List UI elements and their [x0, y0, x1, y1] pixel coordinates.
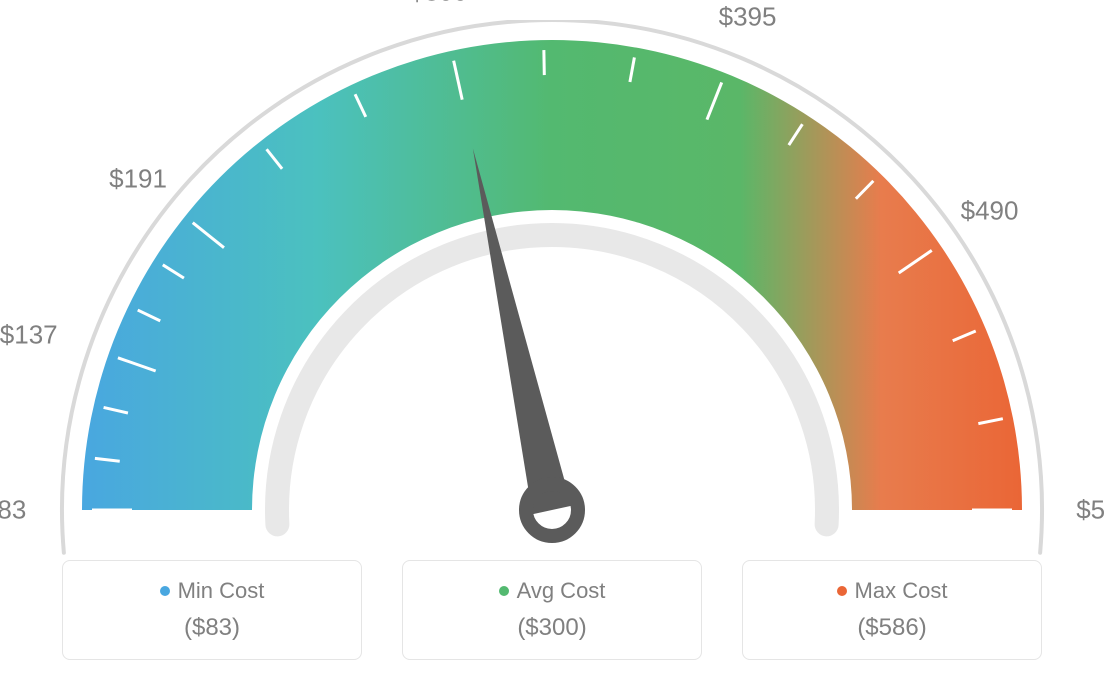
legend-dot-min — [160, 586, 170, 596]
gauge-tick-label: $191 — [109, 163, 167, 194]
legend-box-avg: Avg Cost ($300) — [402, 560, 702, 660]
legend-value-max: ($586) — [857, 614, 926, 642]
legend-title-min: Min Cost — [160, 578, 265, 604]
legend-label-avg: Avg Cost — [517, 578, 606, 604]
legend-title-max: Max Cost — [837, 578, 948, 604]
legend-value-avg: ($300) — [517, 614, 586, 642]
gauge-tick-label: $137 — [0, 319, 58, 350]
gauge-tick-label: $586 — [1076, 495, 1104, 526]
legend-label-max: Max Cost — [855, 578, 948, 604]
legend-box-max: Max Cost ($586) — [742, 560, 1042, 660]
gauge-tick-label: $300 — [410, 0, 468, 8]
legend-title-avg: Avg Cost — [499, 578, 606, 604]
legend-value-min: ($83) — [184, 614, 240, 642]
gauge-tick-label: $490 — [961, 195, 1019, 226]
gauge-tick-label: $83 — [0, 495, 26, 526]
gauge-chart: $83 $137 $191 $300 $395 $490 $586 — [0, 0, 1104, 540]
gauge-tick-label: $395 — [719, 2, 777, 33]
legend-dot-max — [837, 586, 847, 596]
gauge-svg — [22, 20, 1082, 560]
legend-label-min: Min Cost — [178, 578, 265, 604]
legend-row: Min Cost ($83) Avg Cost ($300) Max Cost … — [0, 560, 1104, 660]
legend-box-min: Min Cost ($83) — [62, 560, 362, 660]
legend-dot-avg — [499, 586, 509, 596]
